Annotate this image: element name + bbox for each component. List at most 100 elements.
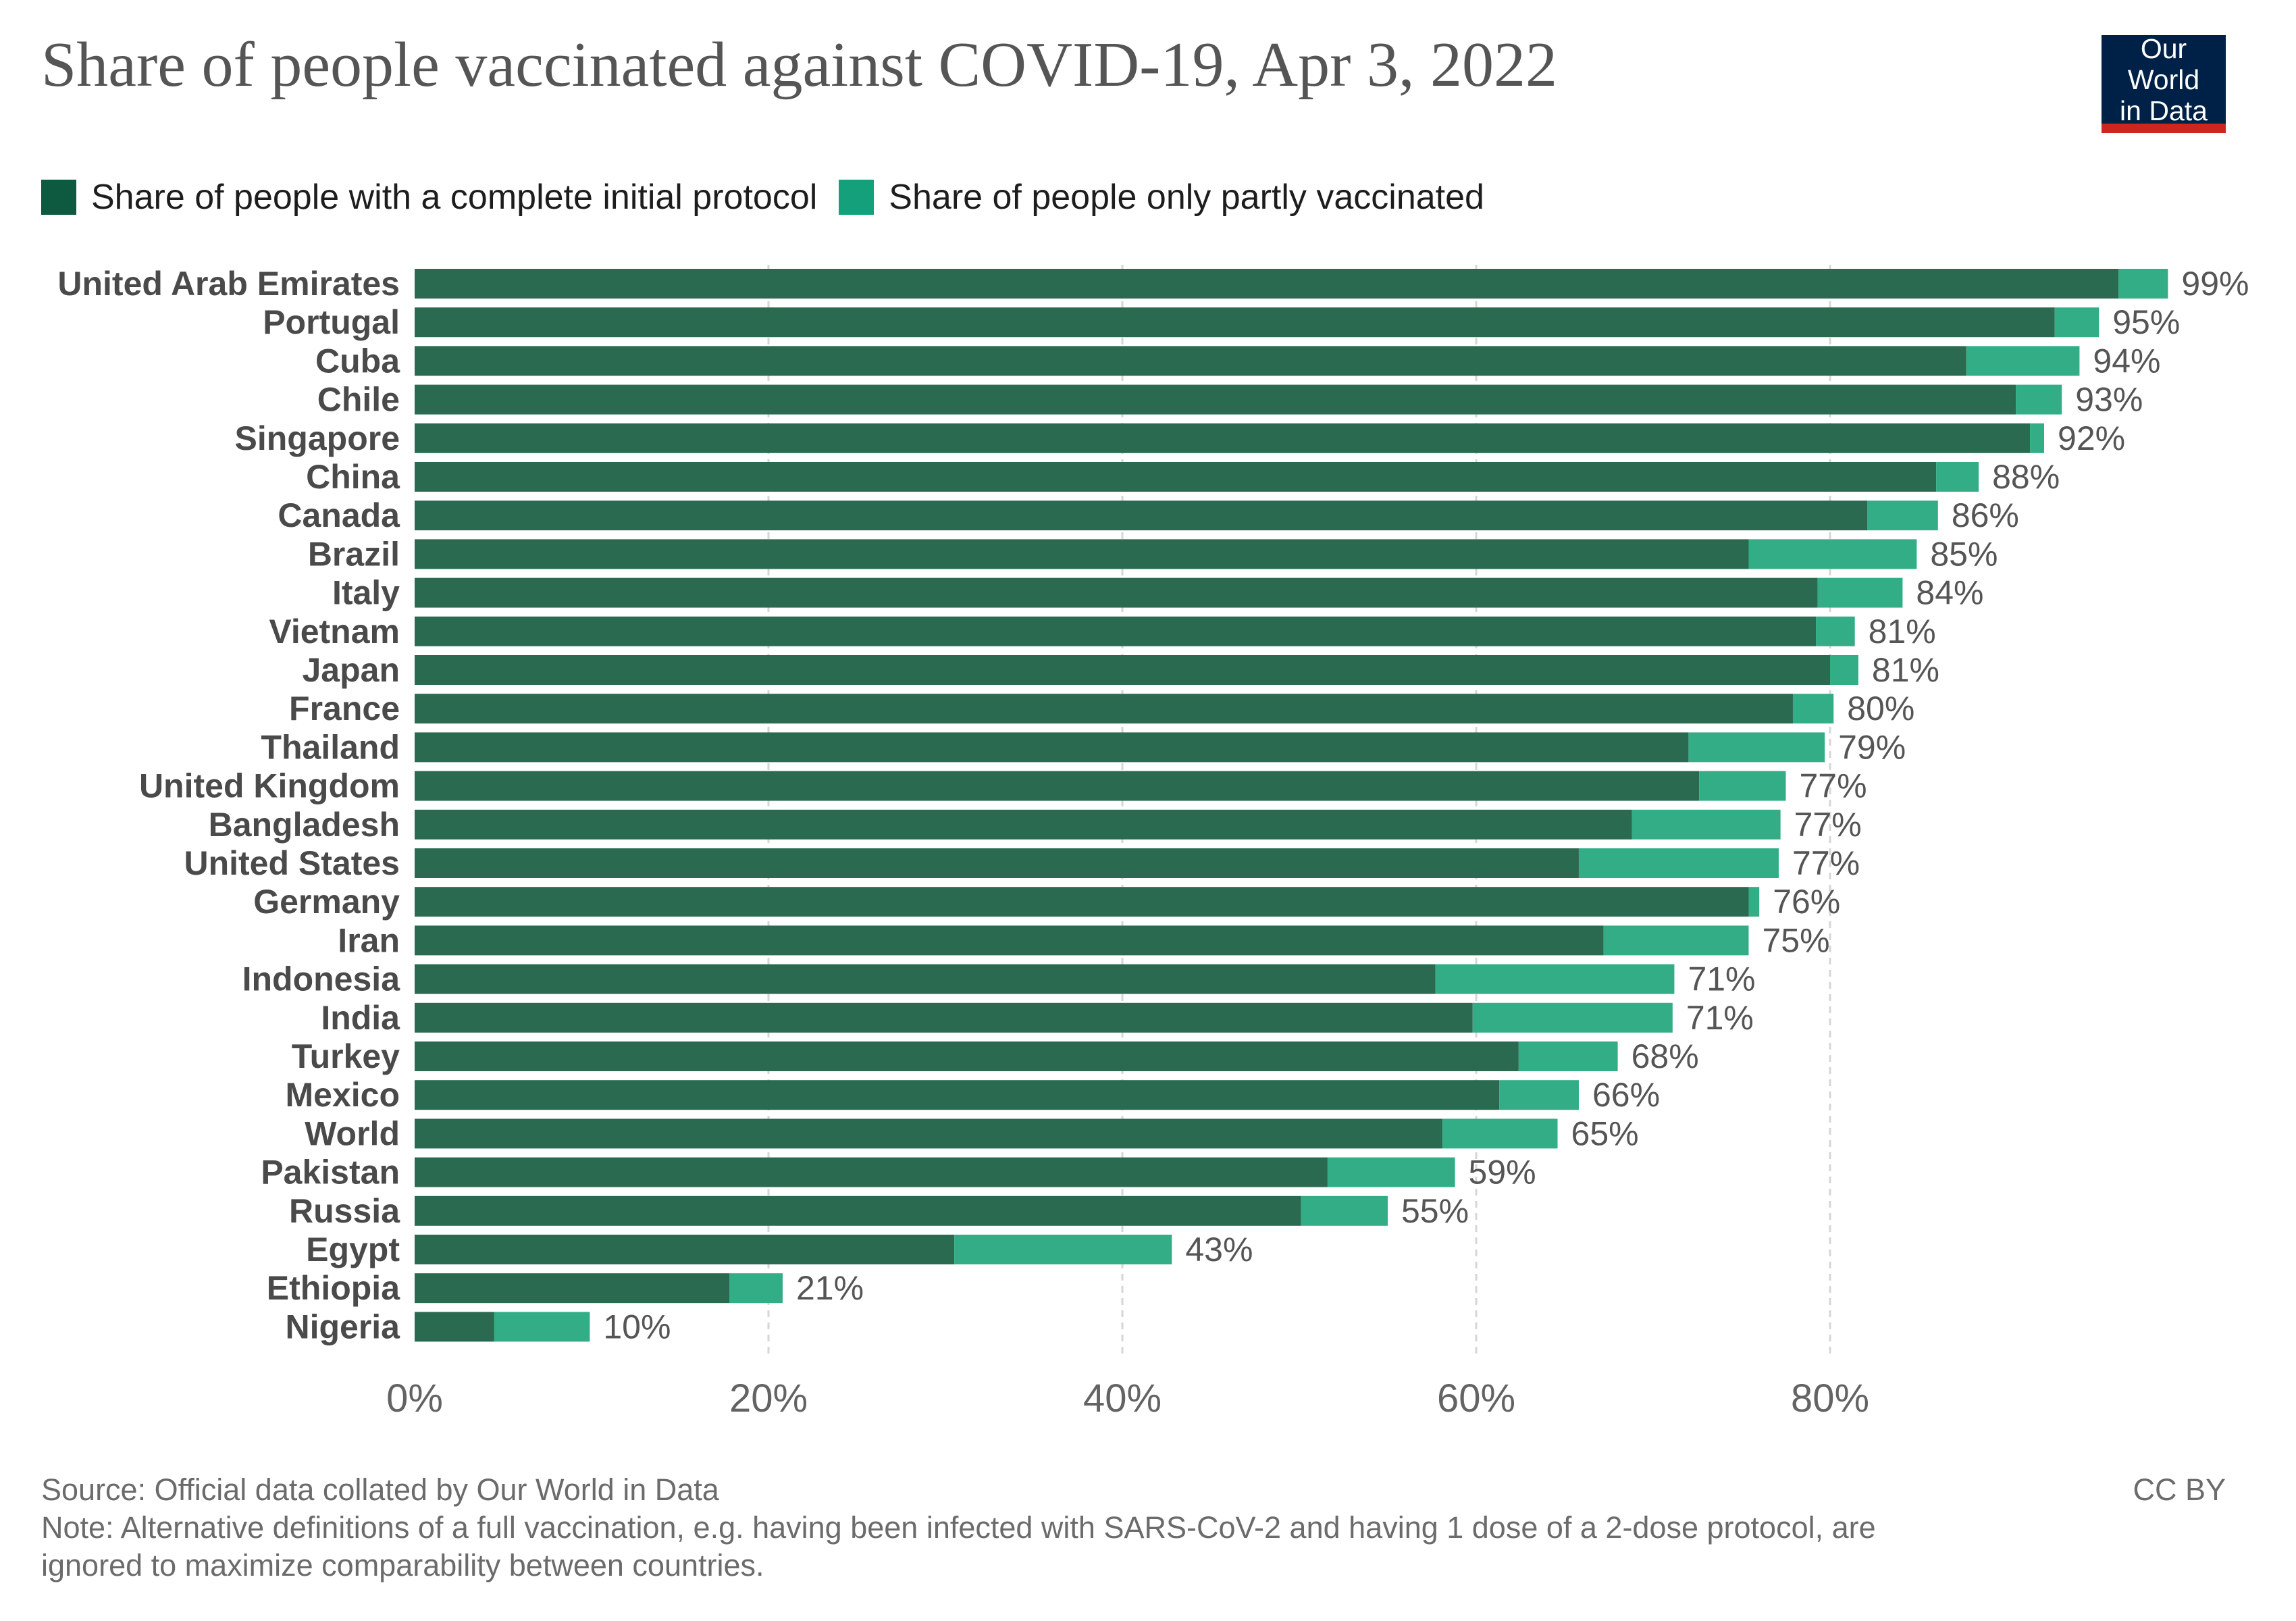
bar-partial[interactable] xyxy=(1301,1195,1388,1226)
bar-complete[interactable] xyxy=(415,964,1436,994)
category-label: Ethiopia xyxy=(267,1269,400,1307)
bar-partial[interactable] xyxy=(2054,307,2099,338)
bar-complete[interactable] xyxy=(415,307,2055,338)
bar-partial[interactable] xyxy=(1499,1080,1579,1110)
category-label: Indonesia xyxy=(242,960,401,998)
bar-partial[interactable] xyxy=(1518,1041,1618,1071)
bar-partial[interactable] xyxy=(1699,771,1786,801)
value-label: 95% xyxy=(2112,303,2180,341)
bar-partial[interactable] xyxy=(2030,423,2045,453)
value-label: 59% xyxy=(1469,1154,1536,1191)
x-tick-label: 40% xyxy=(1083,1376,1162,1420)
bar-partial[interactable] xyxy=(1936,462,1979,492)
bar-partial[interactable] xyxy=(729,1273,783,1304)
bar-complete[interactable] xyxy=(415,694,1793,724)
legend-item-complete[interactable]: Share of people with a complete initial … xyxy=(41,177,817,217)
value-label: 68% xyxy=(1632,1037,1699,1075)
bar-complete[interactable] xyxy=(415,1080,1500,1110)
logo-text-line2: in Data xyxy=(2120,95,2208,126)
category-label: World xyxy=(305,1114,400,1152)
bar-partial[interactable] xyxy=(1603,925,1749,956)
x-tick-label: 80% xyxy=(1791,1376,1869,1420)
chart-title: Share of people vaccinated against COVID… xyxy=(41,30,1557,100)
value-label: 66% xyxy=(1592,1076,1660,1114)
bar-partial[interactable] xyxy=(494,1312,590,1342)
category-label: United States xyxy=(184,844,400,882)
legend: Share of people with a complete initial … xyxy=(41,177,1506,217)
bar-complete[interactable] xyxy=(415,809,1632,840)
bar-partial[interactable] xyxy=(1442,1118,1558,1149)
bar-complete[interactable] xyxy=(415,925,1604,956)
legend-swatch-partial xyxy=(839,180,875,215)
bar-complete[interactable] xyxy=(415,1273,730,1304)
category-label: India xyxy=(321,999,400,1037)
bar-partial[interactable] xyxy=(1578,848,1779,878)
value-label: 71% xyxy=(1686,999,1754,1037)
bar-complete[interactable] xyxy=(415,384,2016,415)
bar-complete[interactable] xyxy=(415,269,2119,299)
bar-partial[interactable] xyxy=(1472,1002,1673,1033)
category-label: Iran xyxy=(338,921,400,959)
bar-partial[interactable] xyxy=(1830,655,1858,685)
category-label: Italy xyxy=(332,574,400,612)
bar-complete[interactable] xyxy=(415,732,1689,763)
bar-complete[interactable] xyxy=(415,1118,1443,1149)
bar-complete[interactable] xyxy=(415,655,1830,685)
category-label: France xyxy=(289,690,400,727)
bar-complete[interactable] xyxy=(415,1041,1519,1071)
category-label: United Kingdom xyxy=(139,767,400,805)
bar-complete[interactable] xyxy=(415,346,1966,376)
note-line-2: ignored to maximize comparability betwee… xyxy=(41,1548,764,1583)
legend-swatch-complete xyxy=(41,180,76,215)
bar-partial[interactable] xyxy=(1435,964,1675,994)
bar-partial[interactable] xyxy=(1632,809,1781,840)
bar-partial[interactable] xyxy=(1966,346,2080,376)
category-label: China xyxy=(306,458,400,496)
legend-item-partial[interactable]: Share of people only partly vaccinated xyxy=(839,177,1484,217)
category-label: Cuba xyxy=(315,342,400,380)
bar-complete[interactable] xyxy=(415,771,1700,801)
value-label: 77% xyxy=(1794,806,1862,844)
bar-complete[interactable] xyxy=(415,1235,955,1264)
owid-logo[interactable]: Our World in Data xyxy=(2102,33,2226,133)
license-label[interactable]: CC BY xyxy=(2133,1472,2226,1507)
bar-partial[interactable] xyxy=(1792,694,1834,724)
value-label: 88% xyxy=(1992,458,2060,496)
bar-complete[interactable] xyxy=(415,848,1579,878)
bar-partial[interactable] xyxy=(1867,500,1938,531)
bar-partial[interactable] xyxy=(2118,269,2168,299)
bar-partial[interactable] xyxy=(1327,1157,1455,1187)
bar-complete[interactable] xyxy=(415,462,1937,492)
bar-complete[interactable] xyxy=(415,500,1868,531)
category-label: Canada xyxy=(278,496,400,534)
bar-partial[interactable] xyxy=(1817,577,1903,608)
bar-complete[interactable] xyxy=(415,1195,1301,1226)
bar-partial[interactable] xyxy=(954,1235,1172,1264)
bar-complete[interactable] xyxy=(415,1157,1328,1187)
bar-partial[interactable] xyxy=(1748,887,1760,917)
bar-complete[interactable] xyxy=(415,423,2031,453)
value-label: 55% xyxy=(1401,1192,1469,1230)
value-label: 43% xyxy=(1185,1231,1253,1268)
bar-partial[interactable] xyxy=(1748,539,1917,569)
bar-partial[interactable] xyxy=(1816,616,1855,646)
x-tick-label: 60% xyxy=(1437,1376,1515,1420)
bar-complete[interactable] xyxy=(415,1312,494,1342)
value-label: 77% xyxy=(1792,844,1860,882)
category-label: Japan xyxy=(302,651,400,689)
value-label: 92% xyxy=(2058,419,2125,457)
bar-chart: 0% 20% 40% 60% 80% United Arab Emirates 99% Por… xyxy=(57,265,2249,1420)
value-label: 84% xyxy=(1916,574,1983,612)
bar-complete[interactable] xyxy=(415,616,1817,646)
bar-partial[interactable] xyxy=(1688,732,1825,763)
value-label: 76% xyxy=(1773,883,1840,921)
category-label: Vietnam xyxy=(269,613,400,650)
bar-complete[interactable] xyxy=(415,539,1749,569)
category-label: Pakistan xyxy=(261,1154,400,1191)
bar-partial[interactable] xyxy=(2016,384,2062,415)
category-label: Germany xyxy=(253,883,400,921)
bar-complete[interactable] xyxy=(415,887,1749,917)
bar-complete[interactable] xyxy=(415,1002,1473,1033)
bar-complete[interactable] xyxy=(415,577,1818,608)
legend-label-partial: Share of people only partly vaccinated xyxy=(889,178,1484,217)
